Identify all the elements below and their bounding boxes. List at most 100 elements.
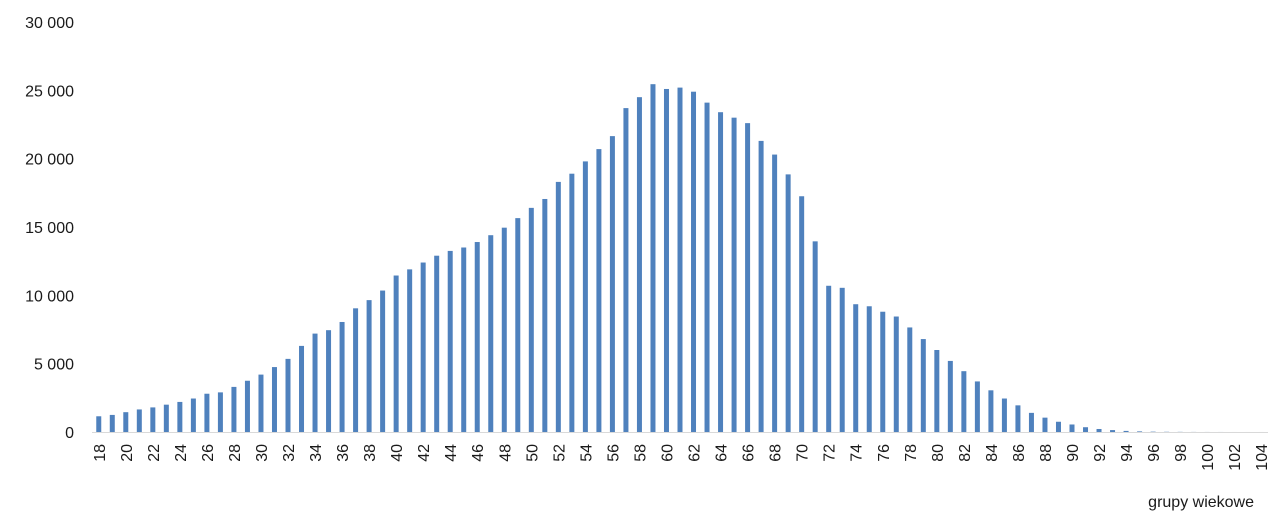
x-tick-label: 74: [849, 444, 866, 462]
x-tick-label: 58: [632, 444, 649, 462]
bar: [421, 263, 426, 432]
x-tick-label: 78: [903, 444, 920, 462]
x-tick-label: 50: [524, 444, 541, 462]
bar: [394, 276, 399, 432]
bar: [961, 371, 966, 432]
bar: [718, 112, 723, 432]
x-tick-label: 96: [1146, 444, 1163, 462]
x-tick-label: 22: [146, 444, 163, 462]
bar: [975, 381, 980, 432]
bar: [623, 108, 628, 432]
bar: [988, 390, 993, 432]
bar: [164, 405, 169, 432]
bar: [637, 97, 642, 432]
bar: [1042, 418, 1047, 432]
bar: [1002, 399, 1007, 432]
x-tick-label: 104: [1254, 444, 1271, 471]
x-tick-label: 28: [227, 444, 244, 462]
bar: [894, 317, 899, 432]
bar: [380, 291, 385, 432]
x-tick-label: 100: [1200, 444, 1217, 471]
bar: [529, 208, 534, 432]
bar: [177, 402, 182, 432]
bar: [231, 387, 236, 432]
bar: [691, 92, 696, 432]
x-tick-label: 92: [1092, 444, 1109, 462]
x-tick-label: 76: [876, 444, 893, 462]
bar: [556, 182, 561, 432]
bar: [502, 228, 507, 432]
bar: [272, 367, 277, 432]
bar: [610, 136, 615, 432]
bar: [907, 327, 912, 432]
bar: [204, 394, 209, 432]
x-tick-label: 94: [1119, 444, 1136, 462]
bar: [745, 123, 750, 432]
bar: [840, 288, 845, 432]
y-tick-label: 25 000: [25, 83, 74, 100]
bar: [1083, 427, 1088, 432]
x-tick-label: 102: [1227, 444, 1244, 471]
bar: [353, 308, 358, 432]
x-tick-label: 26: [200, 444, 217, 462]
x-tick-label: 36: [335, 444, 352, 462]
x-tick-label: 82: [957, 444, 974, 462]
bar: [461, 248, 466, 433]
bar: [705, 103, 710, 432]
bar: [150, 407, 155, 432]
x-tick-label: 72: [822, 444, 839, 462]
x-tick-label: 64: [714, 444, 731, 462]
x-tick-label: 18: [92, 444, 109, 462]
bar: [1070, 424, 1075, 432]
x-tick-label: 52: [551, 444, 568, 462]
bar: [367, 300, 372, 432]
x-tick-label: 56: [605, 444, 622, 462]
x-tick-label: 48: [497, 444, 514, 462]
bar: [191, 399, 196, 432]
bar: [245, 381, 250, 432]
bar: [1097, 429, 1102, 432]
bar: [678, 88, 683, 432]
x-tick-label: 90: [1065, 444, 1082, 462]
y-tick-label: 10 000: [25, 288, 74, 305]
x-tick-label: 88: [1038, 444, 1055, 462]
x-tick-label: 80: [930, 444, 947, 462]
bar: [448, 251, 453, 432]
bar: [137, 409, 142, 432]
x-tick-label: 20: [119, 444, 136, 462]
bar: [1137, 431, 1142, 432]
bar: [1029, 413, 1034, 432]
bar: [934, 350, 939, 432]
bar: [813, 241, 818, 432]
x-tick-label: 34: [308, 444, 325, 462]
x-tick-label: 42: [416, 444, 433, 462]
bar: [799, 196, 804, 432]
bar: [123, 412, 128, 432]
bar-series: [96, 84, 1263, 432]
x-tick-label: 98: [1173, 444, 1190, 462]
x-tick-label: 44: [443, 444, 460, 462]
y-tick-label: 5 000: [34, 357, 74, 374]
bar: [948, 361, 953, 432]
bar: [583, 161, 588, 432]
bar: [880, 312, 885, 432]
bar: [110, 415, 115, 432]
y-tick-label: 30 000: [25, 15, 74, 32]
bar: [515, 218, 520, 432]
bar: [569, 174, 574, 432]
bar: [826, 286, 831, 432]
x-tick-label: 66: [741, 444, 758, 462]
bar: [921, 339, 926, 432]
x-axis-title: grupy wiekowe: [1148, 494, 1254, 511]
bar: [258, 375, 263, 432]
bar: [759, 141, 764, 432]
bar: [786, 174, 791, 432]
bar: [542, 199, 547, 432]
bar: [340, 322, 345, 432]
bar: [475, 242, 480, 432]
bar: [434, 256, 439, 432]
bar: [407, 269, 412, 432]
bar: [218, 392, 223, 432]
